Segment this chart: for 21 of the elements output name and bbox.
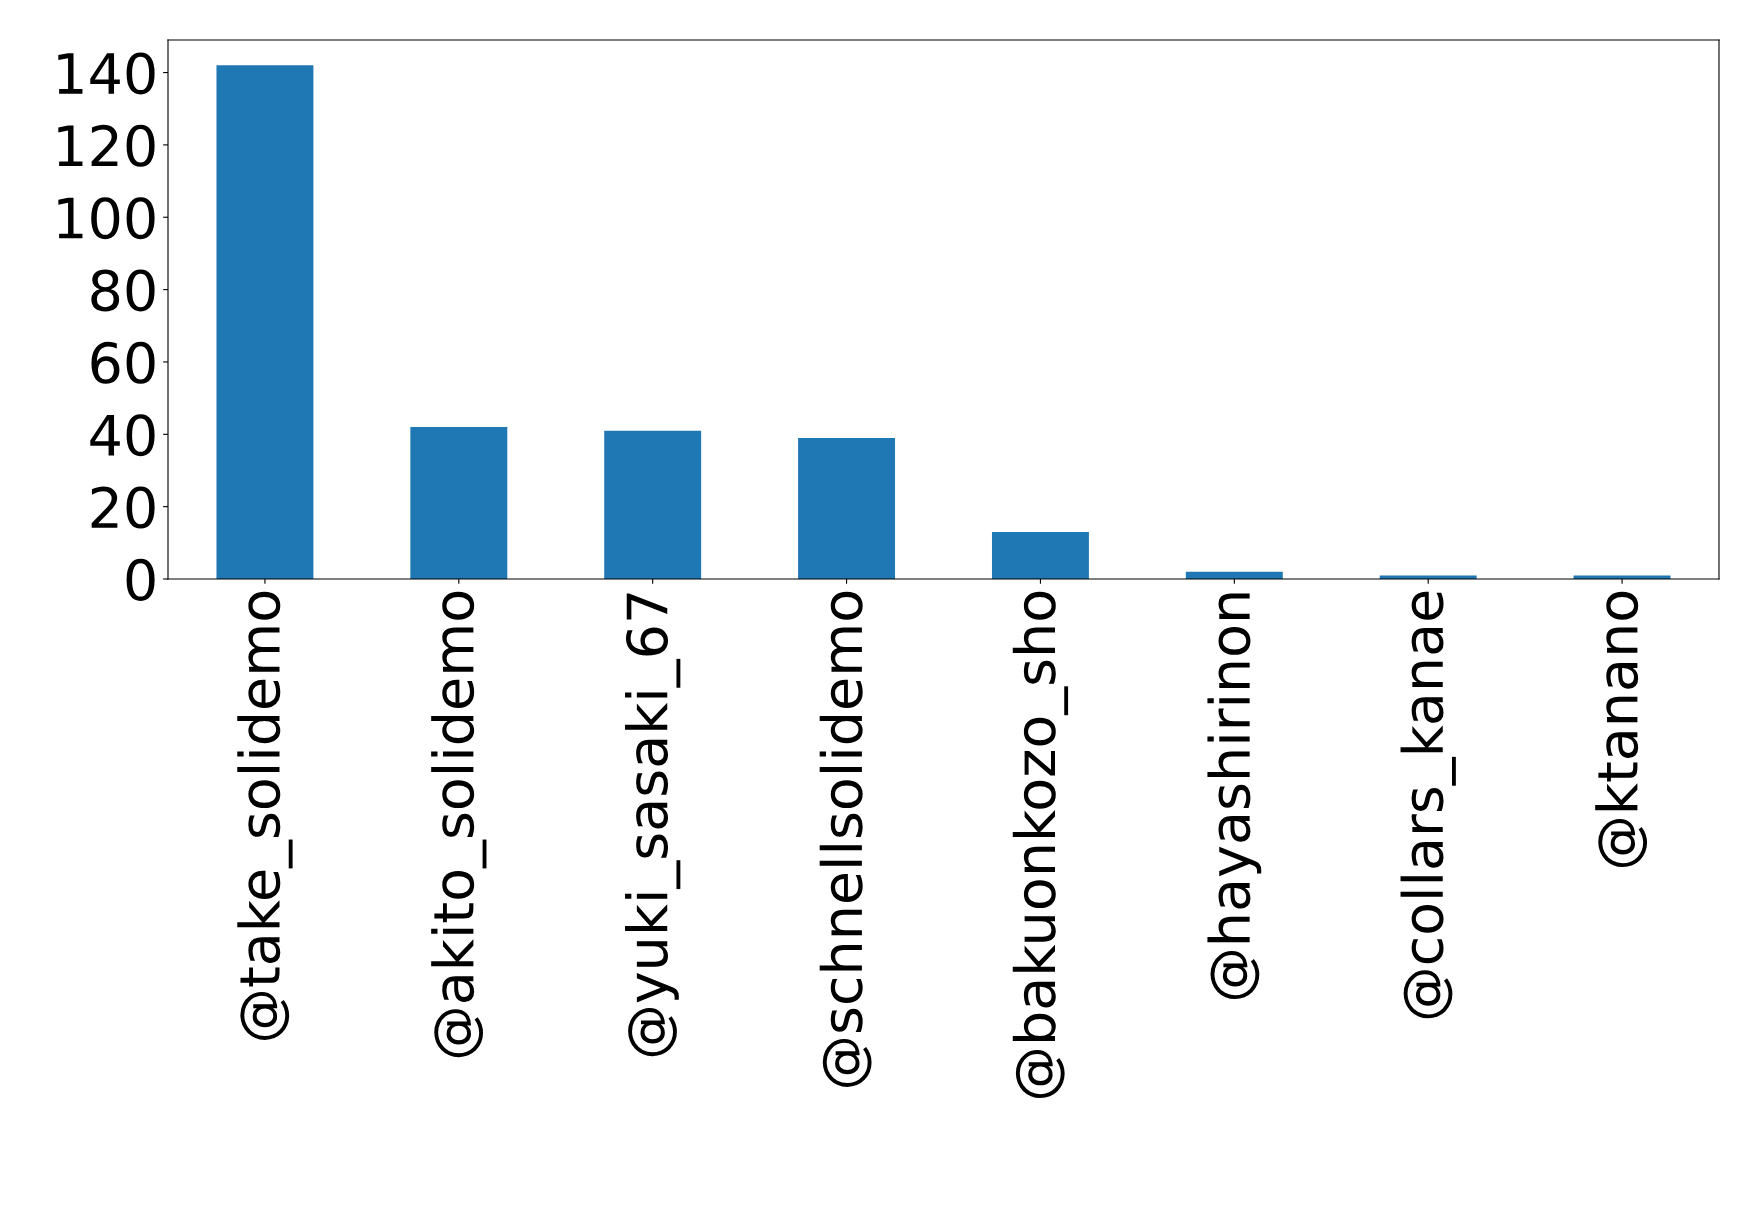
y-tick-label: 0 bbox=[126, 558, 155, 601]
x-tick-label: @schnellsolidemo bbox=[819, 591, 872, 1087]
y-tick-label: 120 bbox=[58, 124, 155, 167]
bar bbox=[410, 427, 508, 579]
x-tick-label: @collars_kanae bbox=[1400, 591, 1456, 1019]
x-tick-label: @hayashirinon bbox=[1207, 593, 1262, 1000]
y-tick-label: 60 bbox=[91, 341, 155, 384]
x-tick-label: @bakuonkozo_sho bbox=[1012, 591, 1069, 1098]
x-tick-label: @ktanano bbox=[1595, 591, 1648, 868]
x-tick-label: @take_solidemo bbox=[237, 591, 293, 1040]
bar bbox=[216, 65, 314, 579]
bar bbox=[991, 531, 1089, 579]
y-tick-label: 20 bbox=[91, 486, 155, 529]
bar bbox=[798, 437, 896, 579]
y-tick-label: 100 bbox=[58, 197, 155, 240]
y-tick-label: 140 bbox=[58, 52, 155, 95]
y-tick-label: 80 bbox=[91, 269, 155, 312]
bar bbox=[604, 430, 702, 579]
y-tick-label: 40 bbox=[90, 414, 155, 457]
x-tick-label: @yuki_sasaki_67 bbox=[625, 593, 681, 1057]
x-tick-label: @akito_solidemo bbox=[431, 591, 487, 1058]
